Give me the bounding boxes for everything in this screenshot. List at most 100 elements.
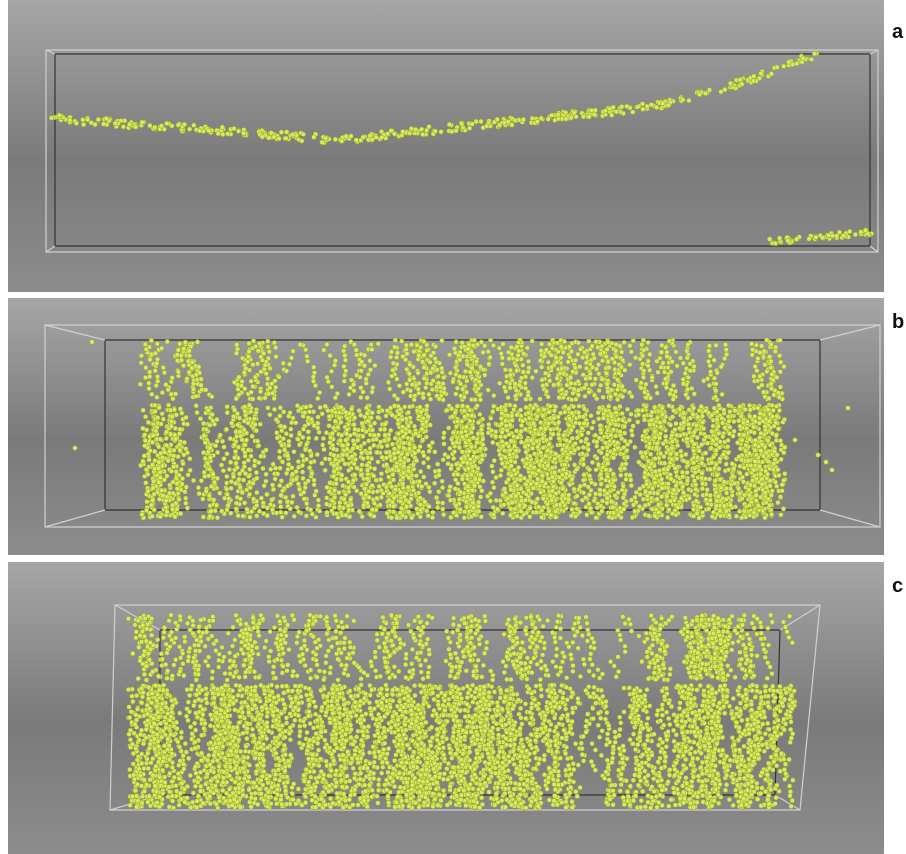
point — [471, 343, 476, 348]
point — [266, 339, 271, 344]
point — [250, 434, 255, 439]
point — [150, 392, 155, 397]
point — [215, 450, 220, 455]
point — [658, 451, 663, 456]
point — [578, 347, 583, 352]
point — [404, 416, 409, 421]
point — [614, 410, 619, 415]
point — [612, 484, 617, 489]
point — [671, 397, 676, 402]
point — [321, 436, 326, 441]
point — [372, 466, 377, 471]
point — [439, 130, 444, 135]
point — [517, 383, 522, 388]
point — [420, 132, 425, 137]
point — [366, 372, 371, 377]
point — [769, 387, 774, 392]
point — [424, 481, 429, 486]
point — [406, 424, 411, 429]
point — [549, 353, 554, 358]
point — [586, 431, 591, 436]
point — [714, 343, 719, 348]
point — [270, 381, 275, 386]
point — [127, 122, 132, 127]
point — [397, 412, 402, 417]
point — [232, 408, 237, 413]
point — [507, 432, 512, 437]
point — [618, 404, 623, 409]
point — [289, 427, 294, 432]
point — [521, 363, 526, 368]
point — [326, 379, 331, 384]
point — [383, 422, 388, 427]
panel-background — [8, 0, 884, 292]
point — [440, 370, 445, 375]
point — [480, 432, 485, 437]
point — [586, 448, 591, 453]
point — [229, 421, 234, 426]
point — [514, 429, 519, 434]
point — [738, 446, 743, 451]
point — [629, 412, 634, 417]
point — [147, 381, 152, 386]
point — [691, 507, 696, 512]
point — [352, 342, 357, 347]
point — [513, 394, 518, 399]
point — [693, 492, 698, 497]
point — [691, 412, 696, 417]
point — [750, 353, 755, 358]
point — [581, 373, 586, 378]
point — [194, 403, 199, 408]
point — [427, 392, 432, 397]
point — [485, 124, 490, 129]
point — [468, 370, 473, 375]
point — [544, 389, 549, 394]
point — [639, 386, 644, 391]
point — [593, 492, 598, 497]
point — [561, 350, 566, 355]
point — [355, 466, 360, 471]
point — [598, 383, 603, 388]
point — [493, 434, 498, 439]
point — [222, 445, 227, 450]
point — [605, 382, 610, 387]
point — [353, 457, 358, 462]
point — [478, 398, 483, 403]
point — [388, 355, 393, 360]
point — [609, 414, 614, 419]
point — [433, 129, 438, 134]
point — [433, 450, 438, 455]
point — [464, 390, 469, 395]
point — [614, 110, 619, 115]
point — [431, 510, 436, 515]
point — [497, 346, 502, 351]
point — [773, 345, 778, 350]
point — [539, 349, 544, 354]
point — [339, 477, 344, 482]
point — [81, 117, 86, 122]
point — [655, 391, 660, 396]
point — [417, 479, 422, 484]
point — [254, 470, 259, 475]
point — [176, 123, 181, 128]
point — [194, 394, 199, 399]
point — [809, 57, 814, 62]
point — [266, 344, 271, 349]
point — [183, 496, 188, 501]
point — [740, 82, 745, 87]
point — [758, 495, 763, 500]
point — [622, 424, 627, 429]
point — [172, 454, 177, 459]
point — [452, 346, 457, 351]
point — [700, 510, 705, 515]
point — [554, 360, 559, 365]
point — [304, 514, 309, 519]
point — [291, 416, 296, 421]
point — [718, 456, 723, 461]
point — [236, 129, 241, 134]
point — [624, 477, 629, 482]
point — [242, 370, 247, 375]
point — [395, 377, 400, 382]
point — [726, 438, 731, 443]
point — [93, 122, 98, 127]
